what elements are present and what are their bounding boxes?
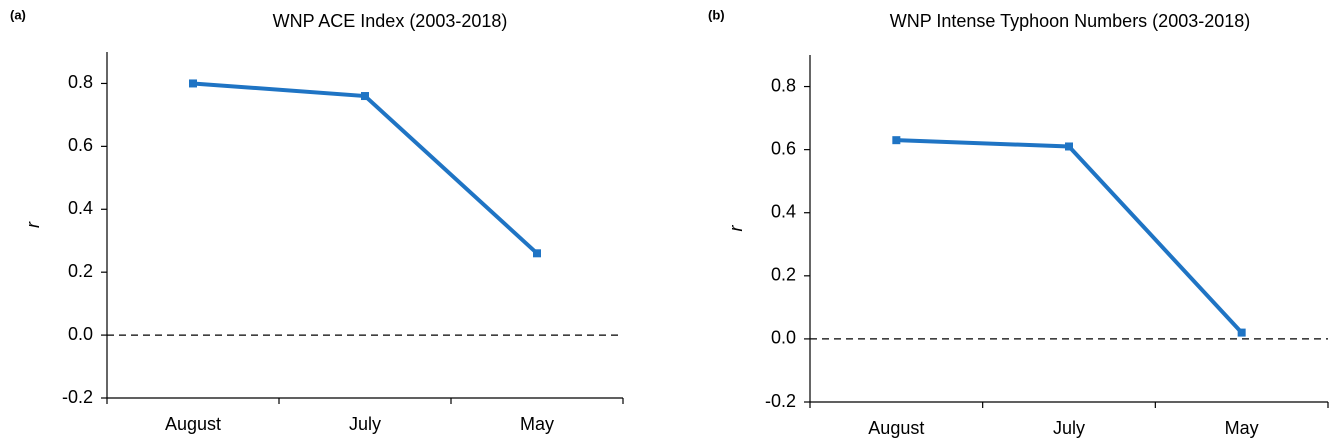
y-tick-label: 0.6 bbox=[68, 135, 93, 155]
chart-title: WNP Intense Typhoon Numbers (2003-2018) bbox=[890, 11, 1251, 31]
x-tick-label: August bbox=[165, 414, 221, 434]
y-tick-label: 0.2 bbox=[68, 261, 93, 281]
x-tick-label: May bbox=[520, 414, 554, 434]
y-tick-label: 0.8 bbox=[771, 75, 796, 95]
y-tick-label: 0.0 bbox=[68, 324, 93, 344]
y-tick-label: -0.2 bbox=[62, 387, 93, 407]
y-tick-label: 0.2 bbox=[771, 265, 796, 285]
chart-title: WNP ACE Index (2003-2018) bbox=[273, 11, 508, 31]
y-tick-label: 0.4 bbox=[771, 201, 796, 221]
data-point bbox=[892, 136, 901, 145]
y-tick-label: 0.0 bbox=[771, 328, 796, 348]
data-point bbox=[1065, 142, 1073, 151]
data-point bbox=[533, 249, 541, 258]
y-tick-label: 0.4 bbox=[68, 198, 93, 218]
data-line bbox=[192, 81, 539, 255]
data-point bbox=[189, 79, 197, 88]
y-axis-label: r bbox=[726, 225, 746, 232]
y-axis-label: r bbox=[23, 221, 43, 228]
y-tick-label: 0.6 bbox=[771, 138, 796, 158]
x-tick-label: July bbox=[349, 414, 381, 434]
x-tick-label: July bbox=[1053, 418, 1085, 438]
x-tick-label: August bbox=[868, 418, 924, 438]
data-point bbox=[361, 92, 369, 101]
data-line bbox=[896, 138, 1244, 334]
y-tick-label: 0.8 bbox=[68, 72, 93, 92]
data-point bbox=[1237, 328, 1246, 337]
x-tick-label: May bbox=[1225, 418, 1259, 438]
panel-label: (a) bbox=[10, 7, 26, 22]
panel-label: (b) bbox=[708, 7, 725, 22]
y-tick-label: -0.2 bbox=[765, 391, 796, 411]
